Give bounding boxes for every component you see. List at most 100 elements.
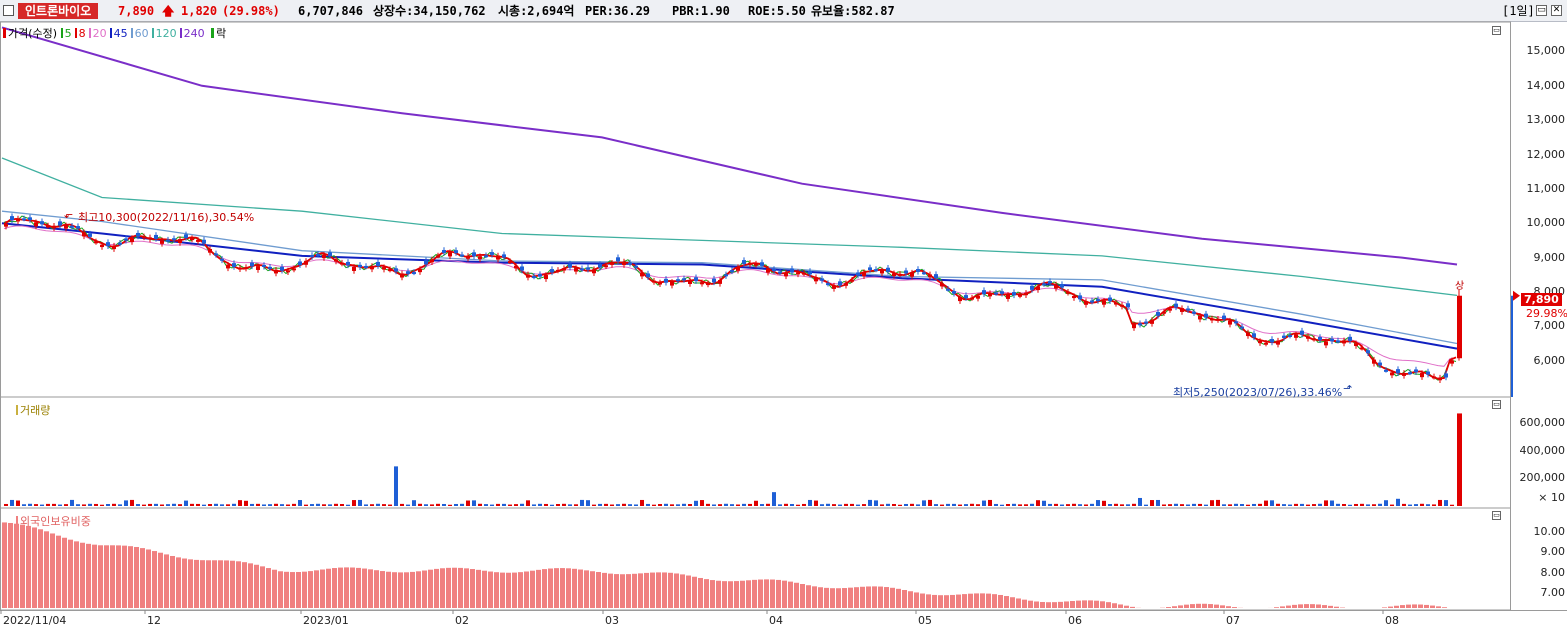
price-candle [604, 265, 608, 268]
price-candle [1144, 321, 1148, 324]
volume-bar [196, 503, 200, 506]
foreign-ratio-bar [962, 594, 967, 608]
price-candle [1204, 313, 1208, 318]
volume-bar [814, 500, 818, 506]
volume-bar [400, 503, 404, 506]
price-candle [1276, 340, 1280, 345]
ma-label-5: 5 [64, 27, 72, 40]
price-candle [598, 264, 602, 268]
volume-bar [874, 500, 878, 506]
price-candle [910, 272, 914, 277]
price-candle [658, 282, 662, 285]
volume-bar [1252, 503, 1256, 506]
ma-item: 120 [151, 27, 180, 40]
foreign-ratio-bar [56, 535, 61, 608]
volume-bar [118, 504, 122, 506]
foreign-ratio-bar [1310, 604, 1315, 608]
price-candle [1450, 360, 1454, 364]
price-candle [1132, 324, 1136, 329]
high-annotation: 최고10,300(2022/11/16),30.54% [78, 211, 255, 224]
date-tick-label: 05 [918, 614, 932, 627]
foreign-ratio-bar [482, 570, 487, 608]
volume-bar [1402, 503, 1406, 506]
volume-bar [700, 500, 704, 506]
limit-up-mark: 상 [1455, 281, 1465, 292]
foreign-ratio-bar [200, 560, 205, 608]
volume-bar [1006, 503, 1010, 506]
foreign-ratio-bar [1214, 604, 1219, 608]
foreign-ratio-bar [680, 574, 685, 608]
panel-foreign-menu-icon[interactable]: ▭ [1492, 511, 1501, 520]
panel-price-menu-icon[interactable]: ▭ [1492, 26, 1501, 35]
maximize-icon[interactable]: ▭ [1536, 5, 1547, 16]
volume-bar [1048, 503, 1052, 506]
foreign-ratio-bar [470, 569, 475, 608]
stock-name[interactable]: 인트론바이오 [18, 3, 99, 19]
foreign-ratio-bar [356, 567, 361, 608]
price-candle [16, 218, 20, 222]
price-candle [1078, 295, 1082, 300]
volume-bar [178, 504, 182, 506]
foreign-ratio-bar [536, 569, 541, 608]
price-candle [1108, 297, 1112, 302]
foreign-ratio-bar [848, 587, 853, 608]
price-candle [880, 270, 884, 274]
foreign-ratio-bar [1184, 604, 1189, 608]
foreign-ratio-bar [416, 571, 421, 608]
foreign-ratio-bar [560, 568, 565, 608]
foreign-ratio-bar [1088, 600, 1093, 608]
foreign-ratio-bar [542, 569, 547, 608]
price-candle [952, 290, 956, 294]
period-selector[interactable]: [1일] [1502, 4, 1535, 18]
foreign-ratio-bar [350, 567, 355, 608]
close-icon[interactable]: ✕ [1551, 5, 1562, 16]
foreign-ratio-bar [86, 543, 91, 608]
price-candle [304, 260, 308, 265]
volume-bar [232, 503, 236, 506]
stock-info-bar: 인트론바이오 7,890 🡅 1,820 (29.98%) 6,707,846 … [0, 0, 1567, 22]
price-candle [388, 269, 392, 272]
volume-bar [532, 504, 536, 506]
price-candle [1396, 369, 1400, 374]
volume-bar [832, 504, 836, 506]
foreign-ratio-bar [974, 593, 979, 608]
volume-bar [922, 500, 926, 506]
foreign-ratio-bar [530, 570, 535, 608]
select-checkbox[interactable] [3, 5, 14, 16]
panel-volume-menu-icon[interactable]: ▭ [1492, 400, 1501, 409]
volume-bar [1348, 504, 1352, 506]
volume-bar [1372, 504, 1376, 506]
price-candle [1186, 308, 1190, 311]
price-candle [220, 258, 224, 261]
foreign-ratio-bar [2, 522, 7, 608]
volume-bar [4, 503, 8, 506]
foreign-ratio-bar [920, 593, 925, 608]
foreign-ratio-bar [320, 569, 325, 608]
foreign-ratio-bar [14, 523, 19, 608]
price-candle [400, 273, 404, 278]
foreign-ratio-bar [1046, 602, 1051, 608]
volume-bar [730, 504, 734, 506]
price-candle [262, 264, 266, 267]
volume-bar [40, 504, 44, 506]
volume-bar [334, 503, 338, 506]
volume-bar [1138, 497, 1142, 506]
price-change-pct: (29.98%) [222, 4, 280, 18]
foreign-ratio-bar [80, 542, 85, 608]
ma-240-line [1, 26, 1458, 266]
price-candle [700, 282, 704, 285]
foreign-ratio-bar [1094, 600, 1099, 608]
price-candle [586, 267, 590, 270]
foreign-ratio-bar [776, 579, 781, 608]
volume-bar [160, 504, 164, 506]
foreign-ratio-bar [794, 582, 799, 608]
volume-bar [1132, 503, 1136, 506]
price-candle [916, 269, 920, 272]
volume-bar [454, 503, 458, 506]
volume-bar [136, 504, 140, 506]
foreign-ratio-bar [248, 563, 253, 608]
foreign-ratio-bar [1412, 604, 1417, 608]
volume-bar [448, 504, 452, 506]
volume-bar [1288, 504, 1292, 506]
